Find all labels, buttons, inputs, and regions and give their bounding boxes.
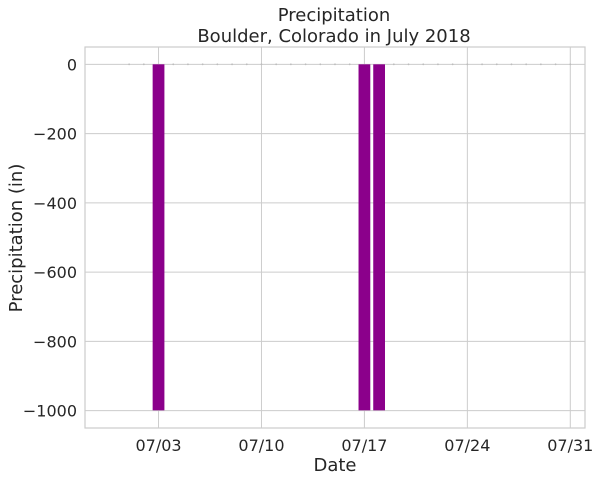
- bar-zero: [525, 63, 528, 66]
- bar-zero: [128, 63, 131, 66]
- y-tick-label: −1000: [23, 402, 77, 421]
- bar: [152, 64, 165, 411]
- bar-zero: [260, 63, 263, 66]
- bar-zero: [407, 63, 410, 66]
- bar-zero: [392, 63, 395, 66]
- chart-title: Precipitation: [278, 5, 391, 26]
- bar-zero: [216, 63, 219, 66]
- bar-zero: [348, 63, 351, 66]
- chart-subtitle: Boulder, Colorado in July 2018: [197, 26, 470, 47]
- y-axis-label: Precipitation (in): [6, 164, 27, 313]
- bar-zero: [334, 63, 336, 66]
- y-tick-label: −800: [33, 332, 77, 351]
- bar-zero: [510, 63, 513, 66]
- x-axis-label: Date: [313, 455, 356, 476]
- bar-zero: [275, 63, 278, 66]
- x-tick-label: 07/24: [444, 436, 490, 455]
- x-tick-label: 07/03: [135, 436, 181, 455]
- bar-zero: [569, 63, 572, 66]
- x-tick-label: 07/17: [341, 436, 387, 455]
- bar-zero: [554, 63, 557, 66]
- y-tick-labels: 0 −200 −400 −600 −800 −1000: [23, 55, 77, 420]
- bar: [373, 64, 385, 411]
- bar-zero: [319, 63, 322, 66]
- bar-zero: [172, 63, 175, 66]
- bar-zero: [451, 63, 454, 66]
- plot-frame: [84, 46, 586, 429]
- x-tick-label: 07/31: [547, 436, 593, 455]
- bar-zero: [422, 63, 425, 66]
- bar-zero: [495, 63, 498, 66]
- bar-zero: [466, 63, 469, 66]
- x-tick-labels: 07/03 07/10 07/17 07/24 07/31: [135, 436, 593, 455]
- bar-zero: [231, 63, 233, 66]
- bar-zero: [289, 63, 292, 66]
- bar-zero: [142, 63, 145, 66]
- bar-zero: [481, 63, 483, 66]
- bar-zero: [304, 63, 307, 66]
- bar-zero: [539, 63, 542, 66]
- y-tick-label: −200: [33, 125, 77, 144]
- bar: [358, 64, 371, 411]
- y-tick-label: 0: [67, 55, 77, 74]
- bar-zero: [245, 63, 248, 66]
- bar-zero: [187, 63, 189, 66]
- bar-zero: [437, 63, 439, 66]
- y-tick-label: −400: [33, 194, 77, 213]
- x-tick-label: 07/10: [238, 436, 284, 455]
- bars: [128, 63, 572, 411]
- y-tick-label: −600: [33, 263, 77, 282]
- bar-zero: [201, 63, 204, 66]
